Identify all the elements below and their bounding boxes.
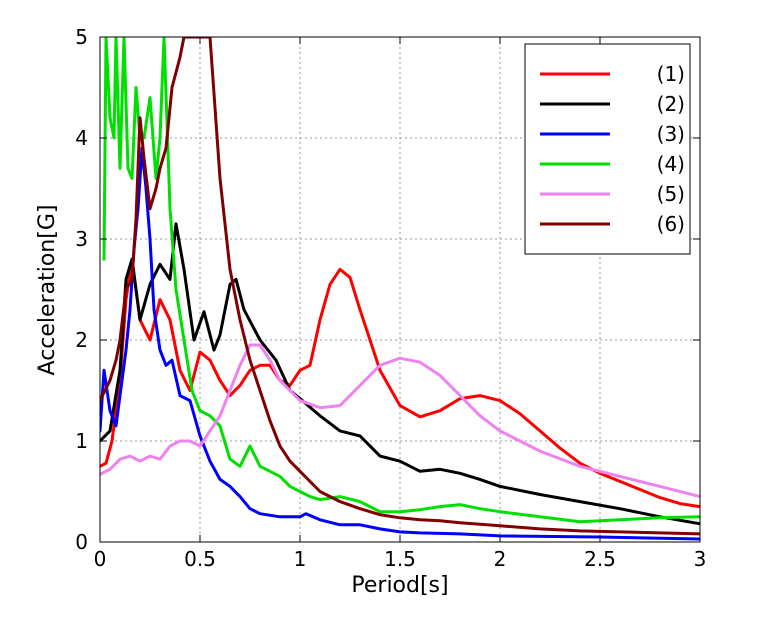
legend-label-2: (2) — [657, 92, 685, 116]
x-tick-labels: 0 0.5 1 1.5 2 2.5 3 — [94, 547, 707, 571]
series-line-2 — [100, 222, 700, 526]
x-tick-label: 2.5 — [584, 547, 616, 571]
legend-label-4: (4) — [657, 152, 685, 176]
x-tick-label: 0 — [94, 547, 107, 571]
x-tick-label: 3 — [694, 547, 707, 571]
legend: (1) (2) (3) (4) (5) (6) — [524, 43, 691, 255]
legend-label-6: (6) — [657, 212, 685, 236]
y-tick-label: 0 — [75, 530, 88, 554]
series-line-4 — [102, 37, 700, 524]
series-line-3 — [100, 146, 700, 541]
series-layer — [100, 37, 700, 541]
y-tick-label: 2 — [75, 328, 88, 352]
legend-label-1: (1) — [657, 62, 685, 86]
y-tick-label: 1 — [75, 429, 88, 453]
y-tick-label: 3 — [75, 227, 88, 251]
x-tick-label: 2 — [494, 547, 507, 571]
legend-box — [524, 43, 691, 255]
x-tick-label: 0.5 — [184, 547, 216, 571]
y-axis-title: Acceleration[G] — [35, 205, 60, 376]
axis-ticks — [99, 36, 701, 543]
x-tick-label: 1 — [294, 547, 307, 571]
series-line-5 — [100, 343, 700, 499]
x-tick-label: 1.5 — [384, 547, 416, 571]
y-tick-label: 4 — [75, 126, 88, 150]
y-tick-label: 5 — [75, 25, 88, 49]
legend-label-5: (5) — [657, 182, 685, 206]
y-tick-labels: 0 1 2 3 4 5 — [75, 25, 88, 554]
x-axis-title: Period[s] — [351, 573, 448, 598]
series-line-6 — [100, 37, 700, 536]
legend-label-3: (3) — [657, 122, 685, 146]
